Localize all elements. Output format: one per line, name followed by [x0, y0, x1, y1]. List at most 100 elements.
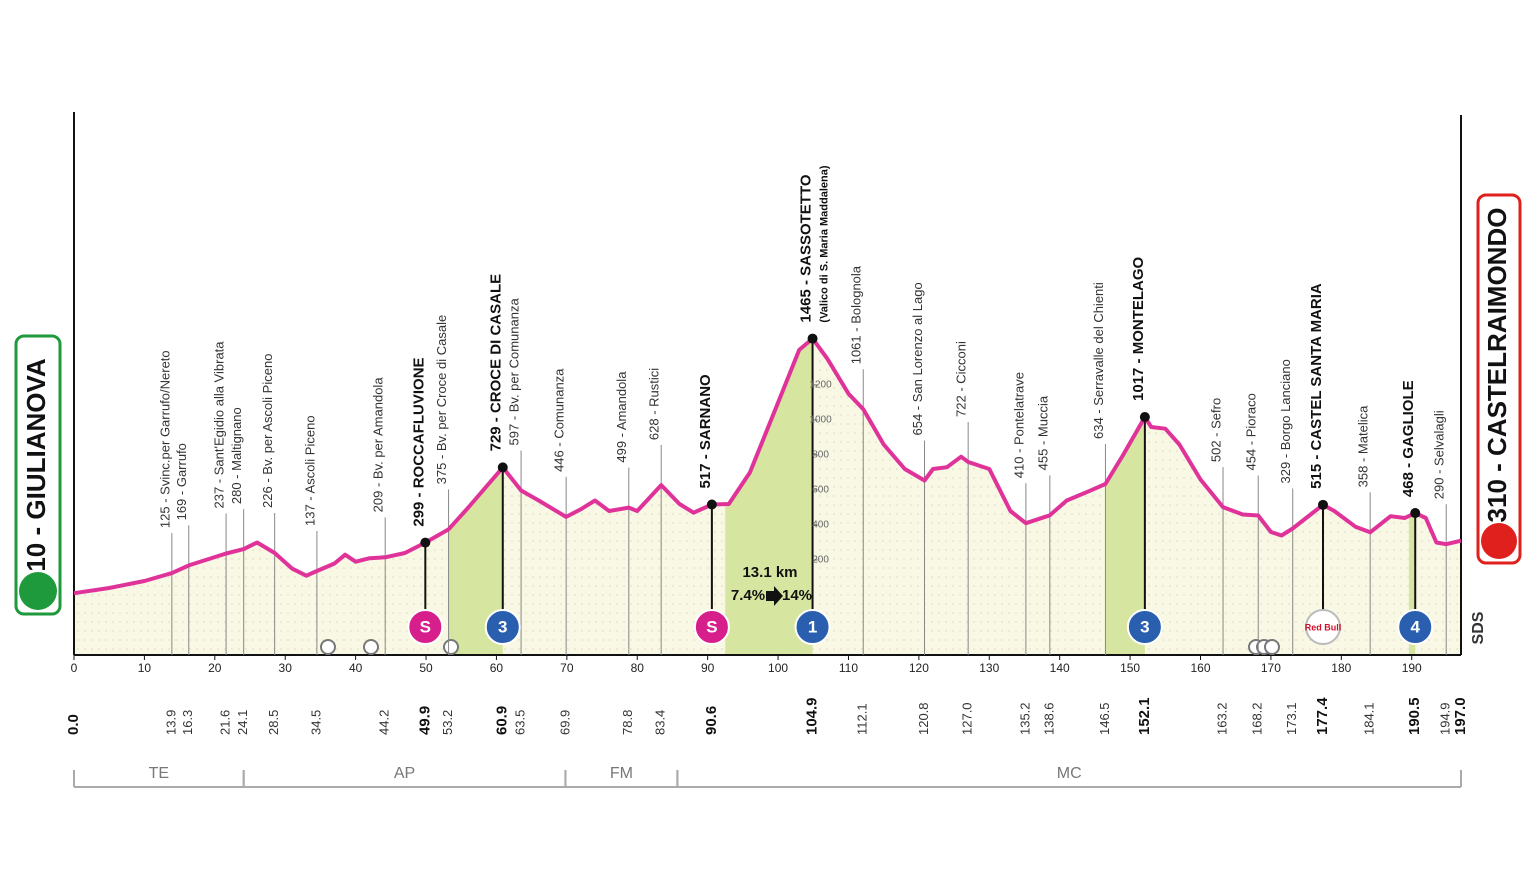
waypoint-km: 69.9 [558, 710, 573, 735]
marker [484, 609, 521, 645]
waypoint-km: 177.4 [1314, 697, 1331, 735]
marker [794, 609, 831, 645]
waypoint-km: 78.8 [620, 710, 635, 735]
waypoint-label: 169 - Garrufo [174, 443, 189, 520]
waypoint-label: 329 - Borgo Lanciano [1278, 359, 1293, 483]
y-tick-label: 800 [812, 450, 829, 461]
start-box [14, 334, 62, 616]
waypoint-label: 468 - GAGLIOLE [1400, 380, 1417, 497]
waypoint-label: 455 - Muccia [1035, 395, 1050, 470]
waypoint-km: 53.2 [440, 710, 455, 735]
waypoint-label: 502 - Sefro [1208, 398, 1223, 462]
x-tick-label: 190 [1402, 661, 1422, 675]
x-tick-label: 70 [560, 661, 574, 675]
summit-dot [807, 333, 818, 344]
x-tick-label: 130 [979, 661, 999, 675]
waypoint-label: 446 - Comunanza [552, 368, 567, 472]
waypoint-label: 375 - Bv. per Croce di Casale [434, 315, 449, 485]
x-tick-label: 90 [701, 661, 715, 675]
background [74, 338, 1461, 655]
waypoint-km: 83.4 [653, 710, 668, 735]
waypoint-label: 654 - San Lorenzo al Lago [910, 282, 925, 435]
x-tick-label: 10 [138, 661, 152, 675]
waypoint-label: 410 - Pontelatrave [1011, 372, 1026, 478]
x-tick-label: 50 [419, 661, 433, 675]
climb-area [1105, 416, 1145, 655]
waypoint-label: 597 - Bv. per Comunanza [507, 298, 522, 446]
waypoint-km: 21.6 [218, 710, 233, 735]
waypoint-label: 628 - Rustici [647, 368, 662, 440]
waypoint-label: 226 - Bv. per Ascoli Piceno [260, 354, 275, 508]
waypoint-km: 197.0 [1452, 697, 1469, 735]
waypoint-label: 137 - Ascoli Piceno [302, 415, 317, 526]
waypoint-km: 163.2 [1214, 702, 1229, 735]
finish-icon [1481, 523, 1517, 559]
marker [407, 609, 444, 645]
waypoint-label: 299 - ROCCAFLUVIONE [410, 357, 427, 526]
waypoint-label: 1465 - SASSOTETTO [798, 174, 815, 322]
x-tick-label: 20 [208, 661, 222, 675]
x-tick-label: 0 [71, 661, 78, 675]
y-tick-label: 400 [812, 520, 829, 531]
waypoint-km: 194.9 [1438, 702, 1453, 735]
x-tick-label: 150 [1120, 661, 1140, 675]
sponsor: SDS [1470, 611, 1487, 644]
waypoint-label: 454 - Pioraco [1244, 393, 1259, 470]
marker-label: 3 [1140, 617, 1149, 636]
climb-max-gradient: 14% [782, 587, 812, 604]
waypoint-sublabel: (Valico di S. Maria Maddalena) [818, 165, 830, 322]
arrow [766, 586, 783, 606]
x-tick-label: 110 [839, 661, 858, 675]
x-tick-label: 40 [349, 661, 363, 675]
y-tick-label: 1000 [809, 415, 832, 426]
waypoint-km: 44.2 [377, 710, 392, 735]
x-tick-label: 140 [1050, 661, 1070, 675]
x-tick-label: 80 [631, 661, 645, 675]
waypoint-km: 146.5 [1097, 702, 1112, 735]
summit-dot [497, 462, 508, 473]
marker [1126, 609, 1163, 645]
marker [1397, 609, 1434, 645]
summit-dot [1318, 499, 1329, 510]
summit-dot [420, 537, 431, 548]
waypoint-km: 168.2 [1250, 702, 1265, 735]
waypoint-km: 28.5 [266, 710, 281, 735]
marker-label: 1 [808, 617, 817, 636]
waypoint-km: 63.5 [513, 710, 528, 735]
waypoint-label: 125 - Svinc.per Garrufo/Nereto [157, 350, 172, 528]
waypoint-label: 1017 - MONTELAGO [1130, 256, 1147, 401]
waypoint-km: 173.1 [1284, 702, 1299, 735]
summit-dot [706, 499, 717, 510]
marker-label: S [706, 617, 717, 636]
waypoint-label: 290 - Selvalagli [1432, 410, 1447, 499]
waypoint-km: 135.2 [1017, 702, 1032, 735]
x-tick-label: 170 [1261, 661, 1281, 675]
waypoint-label: 517 - SARNANO [697, 374, 714, 489]
waypoint-label: 722 - Cicconi [954, 341, 969, 417]
x-tick-label: 60 [490, 661, 504, 675]
marker [1305, 609, 1342, 645]
marker-label: S [420, 617, 431, 636]
waypoint-km: 34.5 [308, 710, 323, 735]
waypoint-km: 190.5 [1406, 697, 1423, 735]
tunnel-icons [320, 639, 1280, 655]
waypoint-km: 120.8 [916, 702, 931, 735]
x-tick-label: 180 [1331, 661, 1351, 675]
waypoint-label: 515 - CASTEL SANTA MARIA [1308, 283, 1325, 489]
marker [693, 609, 730, 645]
waypoint-km: 127.0 [960, 702, 975, 735]
waypoint-km: 49.9 [416, 706, 433, 735]
waypoint-label: 358 - Matelica [1356, 405, 1371, 487]
waypoint-km: 16.3 [180, 710, 195, 735]
waypoint-label: 499 - Amandola [614, 371, 629, 463]
x-tick-label: 160 [1190, 661, 1210, 675]
waypoint-label: 729 - CROCE DI CASALE [488, 274, 505, 452]
waypoint-km: 152.1 [1136, 697, 1153, 735]
y-tick-label: 1200 [809, 380, 832, 391]
waypoint-km: 24.1 [235, 710, 250, 735]
waypoint-km: 13.9 [163, 710, 178, 735]
climb-area [448, 467, 503, 655]
marker-label: 3 [498, 617, 507, 636]
x-tick-label: 120 [909, 661, 929, 675]
